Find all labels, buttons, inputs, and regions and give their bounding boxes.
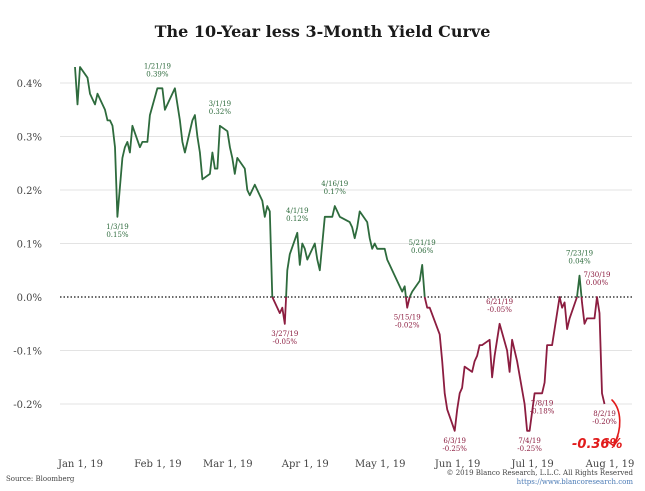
series-line-inverted [580, 296, 606, 405]
handwritten-arrow [605, 399, 621, 448]
handwritten-note: -0.36% [572, 437, 623, 452]
x-tick-label: Apr 1, 19 [281, 459, 329, 470]
y-tick-label: 0.2% [17, 186, 42, 197]
annotation-date: 8/2/19 [593, 410, 616, 418]
y-tick-label: -0.1% [13, 347, 42, 358]
annotation-date: 7/8/19 [531, 399, 554, 407]
series-line-positive [576, 274, 583, 298]
y-tick-label: 0.0% [17, 293, 42, 304]
annotation-value: 0.32% [209, 108, 232, 116]
source-note: Source: Bloomberg [6, 475, 75, 483]
x-tick-label: Jun 1, 19 [434, 459, 481, 470]
annotation-date: 7/4/19 [518, 437, 541, 445]
x-tick-label: Jan 1, 19 [57, 459, 103, 470]
annotation-value: 0.06% [411, 247, 434, 255]
series-line-inverted [271, 296, 287, 325]
annotation-date: 4/1/19 [286, 207, 309, 215]
x-tick-label: Aug 1, 19 [585, 459, 635, 470]
chart-title: The 10-Year less 3-Month Yield Curve [154, 22, 491, 41]
y-tick-label: 0.1% [17, 240, 42, 251]
annotation-date: 4/16/19 [321, 180, 348, 188]
annotation-value: -0.02% [395, 322, 420, 330]
annotation-date: 5/15/19 [394, 314, 421, 322]
y-tick-label: 0.3% [17, 133, 42, 144]
annotation-date: 5/21/19 [409, 239, 436, 247]
annotation-value: 0.39% [146, 70, 169, 78]
annotation-date: 6/3/19 [443, 437, 466, 445]
x-tick-label: May 1, 19 [355, 459, 405, 470]
series-line-inverted [423, 296, 578, 432]
annotation-date: 3/27/19 [271, 330, 298, 338]
annotation-value: 0.04% [568, 258, 591, 266]
x-tick-label: Jul 1, 19 [510, 459, 553, 470]
annotation-value: -0.18% [530, 407, 555, 415]
annotation-value: 0.12% [286, 215, 309, 223]
website-link[interactable]: https://www.blancoresearch.com [516, 478, 633, 486]
annotation-value: -0.25% [517, 445, 542, 453]
annotation-date: 6/21/19 [486, 298, 513, 306]
annotation-value: -0.05% [487, 306, 512, 314]
series-line-inverted [405, 296, 411, 309]
annotation-date: 1/21/19 [144, 62, 171, 70]
annotation-date: 1/3/19 [106, 223, 129, 231]
annotation-date: 7/23/19 [566, 250, 593, 258]
annotation-value: 0.17% [324, 188, 347, 196]
annotation-value: -0.25% [442, 445, 467, 453]
series-line-positive [74, 66, 274, 298]
annotation-date: 7/30/19 [584, 271, 611, 279]
series-line-positive [408, 263, 426, 298]
y-tick-label: 0.4% [17, 79, 42, 90]
y-tick-label: -0.2% [13, 400, 42, 411]
series-line-positive [285, 205, 407, 298]
annotation-value: 0.00% [586, 279, 609, 287]
x-tick-label: Feb 1, 19 [134, 459, 181, 470]
annotation-value: -0.05% [272, 338, 297, 346]
annotation-value: 0.15% [106, 231, 129, 239]
x-tick-label: Mar 1, 19 [203, 459, 253, 470]
annotation-value: -0.20% [592, 418, 617, 426]
copyright-note: © 2019 Blanco Research, L.L.C. All Right… [446, 469, 634, 477]
annotation-date: 3/1/19 [209, 100, 232, 108]
